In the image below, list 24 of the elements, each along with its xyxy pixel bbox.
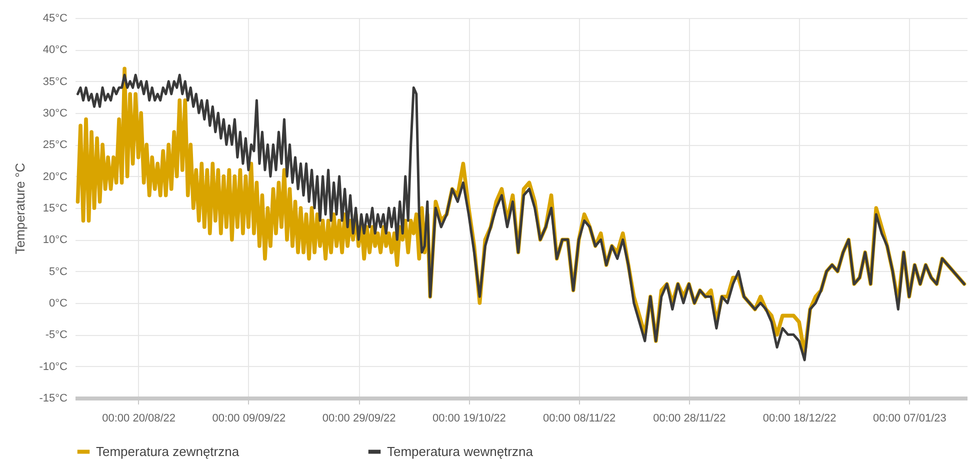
x-tick-label: 00:00 18/12/22 [762, 412, 836, 424]
x-tick-label: 00:00 08/11/22 [543, 412, 616, 424]
x-tick-label: 00:00 29/09/22 [322, 412, 396, 424]
x-tick-label: 00:00 20/08/22 [102, 412, 176, 424]
y-tick-label: -15°C [39, 392, 68, 404]
y-tick-label: 25°C [42, 139, 68, 152]
y-tick-label: 10°C [42, 234, 68, 246]
y-tick-label: 30°C [42, 108, 68, 120]
x-tick-label: 00:00 07/01/23 [872, 412, 946, 424]
x-tick-label: 00:00 09/09/22 [212, 412, 286, 424]
x-tick-label: 00:00 19/10/22 [432, 412, 506, 424]
legend-label: Temperatura wewnętrzna [387, 444, 534, 459]
y-tick-label: 20°C [42, 170, 68, 183]
x-tick-label: 00:00 28/11/22 [653, 412, 726, 424]
y-tick-label: -10°C [39, 360, 68, 373]
y-tick-label: 0°C [49, 298, 68, 310]
y-tick-label: 35°C [42, 76, 68, 88]
y-axis-title: Temperature °C [12, 162, 28, 254]
y-tick-label: 5°C [49, 266, 68, 278]
y-tick-label: 45°C [42, 12, 68, 24]
y-tick-label: 40°C [42, 44, 68, 56]
y-tick-label: 15°C [42, 202, 68, 214]
legend-label: Temperatura zewnętrzna [96, 444, 240, 459]
y-tick-label: -5°C [45, 329, 68, 342]
